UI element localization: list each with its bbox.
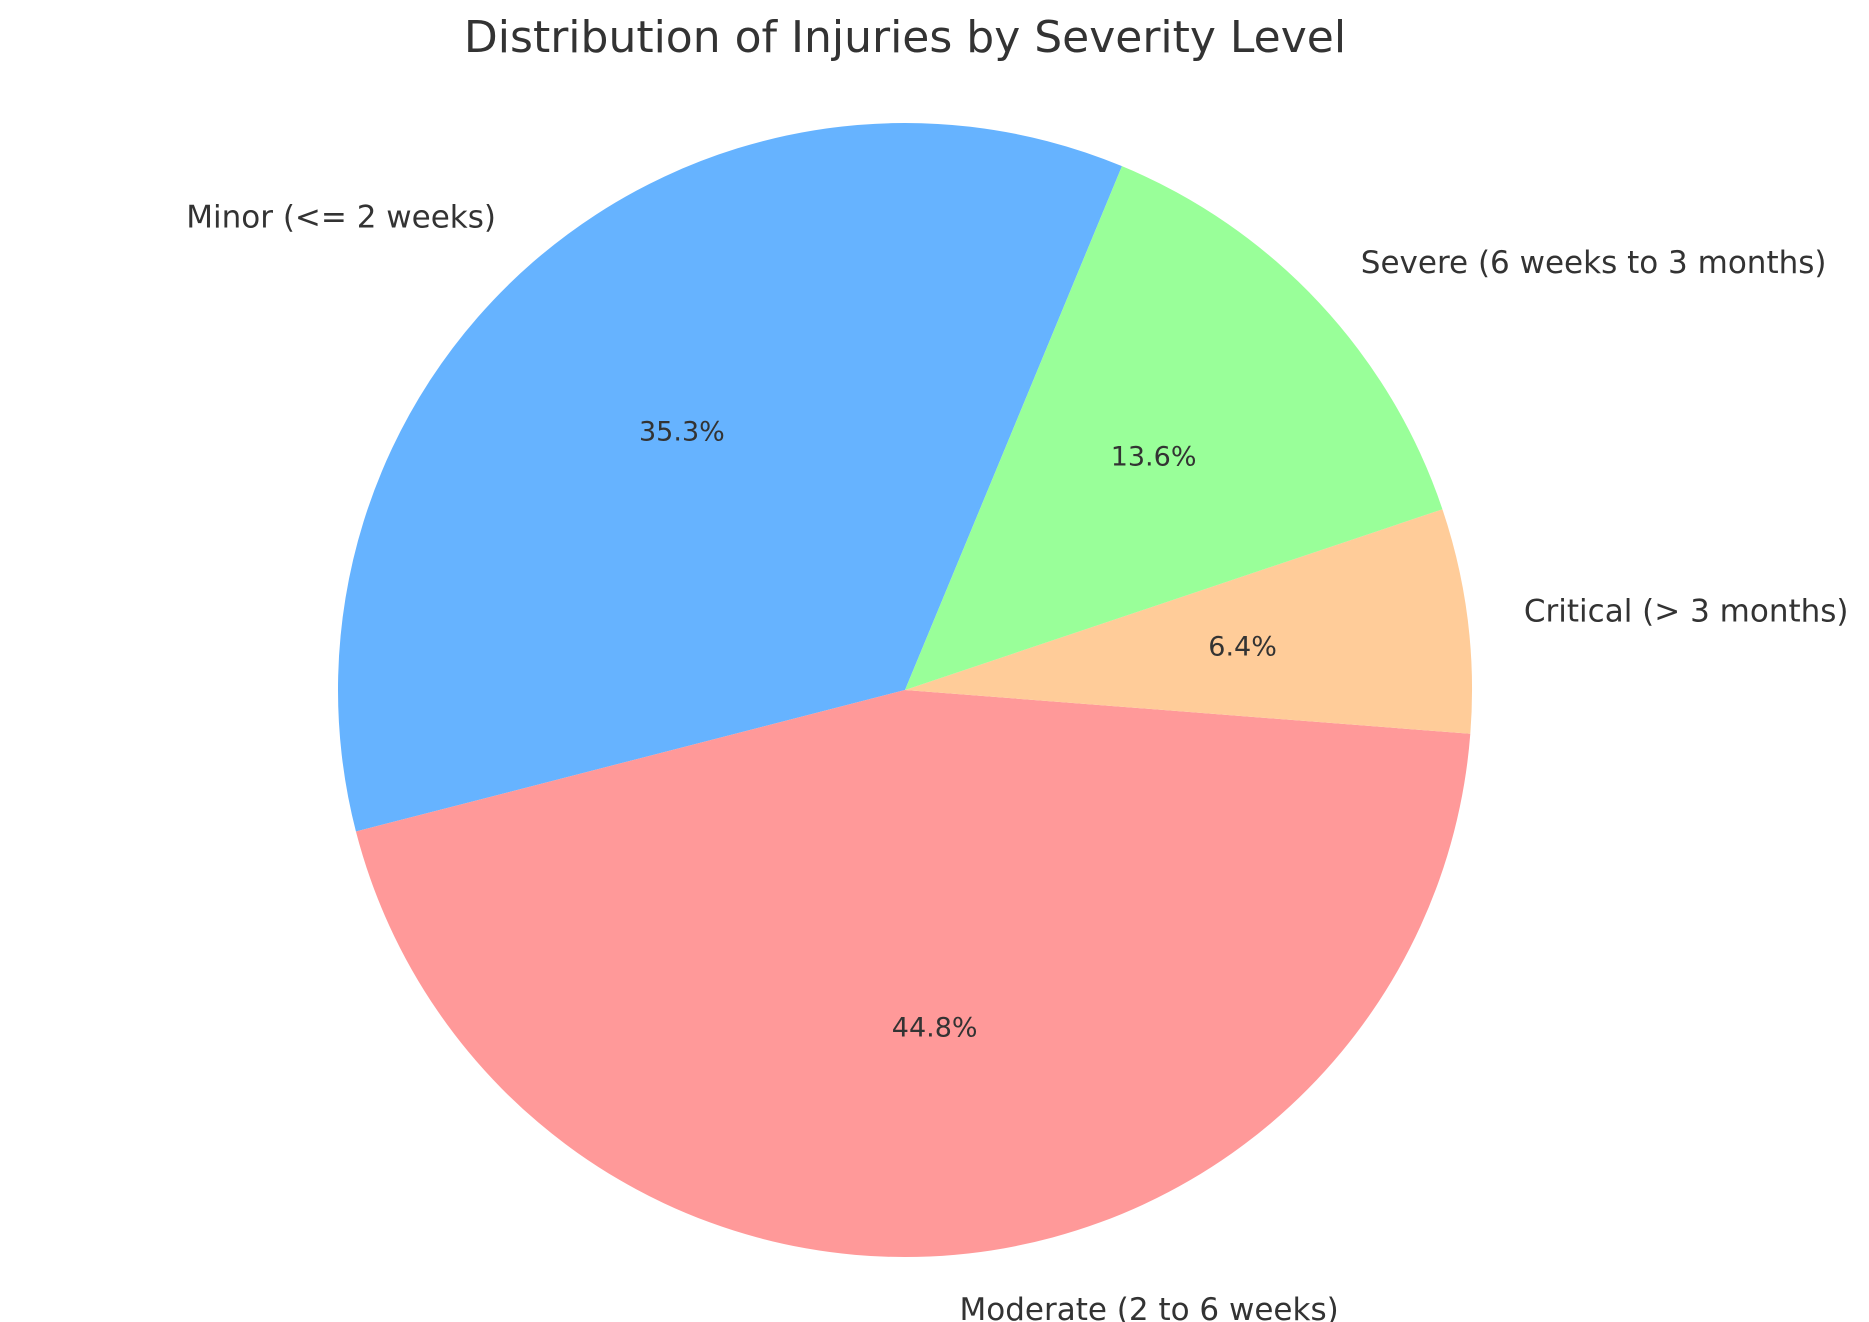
pie-slice [905, 166, 1443, 690]
chart-title: Distribution of Injuries by Severity Lev… [464, 12, 1346, 63]
pie-slice [355, 690, 1471, 1258]
slice-percent-label: 6.4% [1208, 632, 1277, 663]
slice-category-label: Minor (<= 2 weeks) [186, 200, 496, 236]
slice-percent-label: 35.3% [639, 417, 725, 448]
pie-slice [337, 122, 1122, 832]
slice-category-label: Moderate (2 to 6 weeks) [960, 1292, 1339, 1322]
pie-labels: Minor (<= 2 weeks) 35.3% Moderate (2 to 6 … [186, 200, 1848, 1322]
pie-slice [905, 509, 1473, 734]
pie-slices [337, 122, 1473, 1258]
slice-percent-label: 13.6% [1111, 441, 1197, 472]
slice-category-label: Critical (> 3 months) [1524, 594, 1849, 630]
slice-percent-label: 44.8% [892, 1012, 978, 1043]
slice-category-label: Severe (6 weeks to 3 months) [1361, 245, 1827, 281]
